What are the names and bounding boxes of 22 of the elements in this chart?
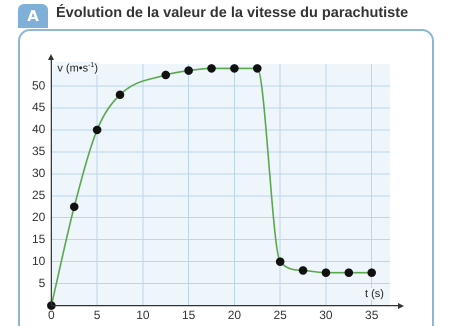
y-tick-label: 15	[32, 232, 46, 246]
y-tick-label: 30	[32, 166, 46, 180]
y-tick-label: 20	[32, 210, 46, 224]
y-tick-label: 45	[32, 100, 46, 114]
x-tick-label: 20	[228, 308, 242, 322]
x-tick-label: 25	[273, 308, 288, 322]
text: A	[18, 4, 48, 28]
y-tick-label: 50	[32, 78, 46, 92]
y-tick-label: 5	[38, 276, 46, 290]
chart-title: Évolution de la valeur de la vitesse du parachutiste	[56, 5, 408, 21]
x-tick-label: 10	[136, 308, 150, 322]
y-tick-label: 10	[32, 254, 46, 268]
x-tick-label: 30	[319, 308, 333, 322]
x-axis-title: t (s)	[364, 288, 385, 300]
x-tick-label: 0	[48, 308, 56, 322]
y-axis-title: v (m•s$^{-1}$)	[56, 62, 99, 75]
y-tick-label: 35	[32, 144, 46, 158]
y-tick-label: 25	[32, 188, 46, 202]
x-tick-label: 15	[182, 308, 196, 322]
x-tick-label: 35	[365, 308, 379, 322]
x-tick-label: 5	[94, 308, 101, 322]
y-tick-label: 40	[32, 122, 46, 136]
